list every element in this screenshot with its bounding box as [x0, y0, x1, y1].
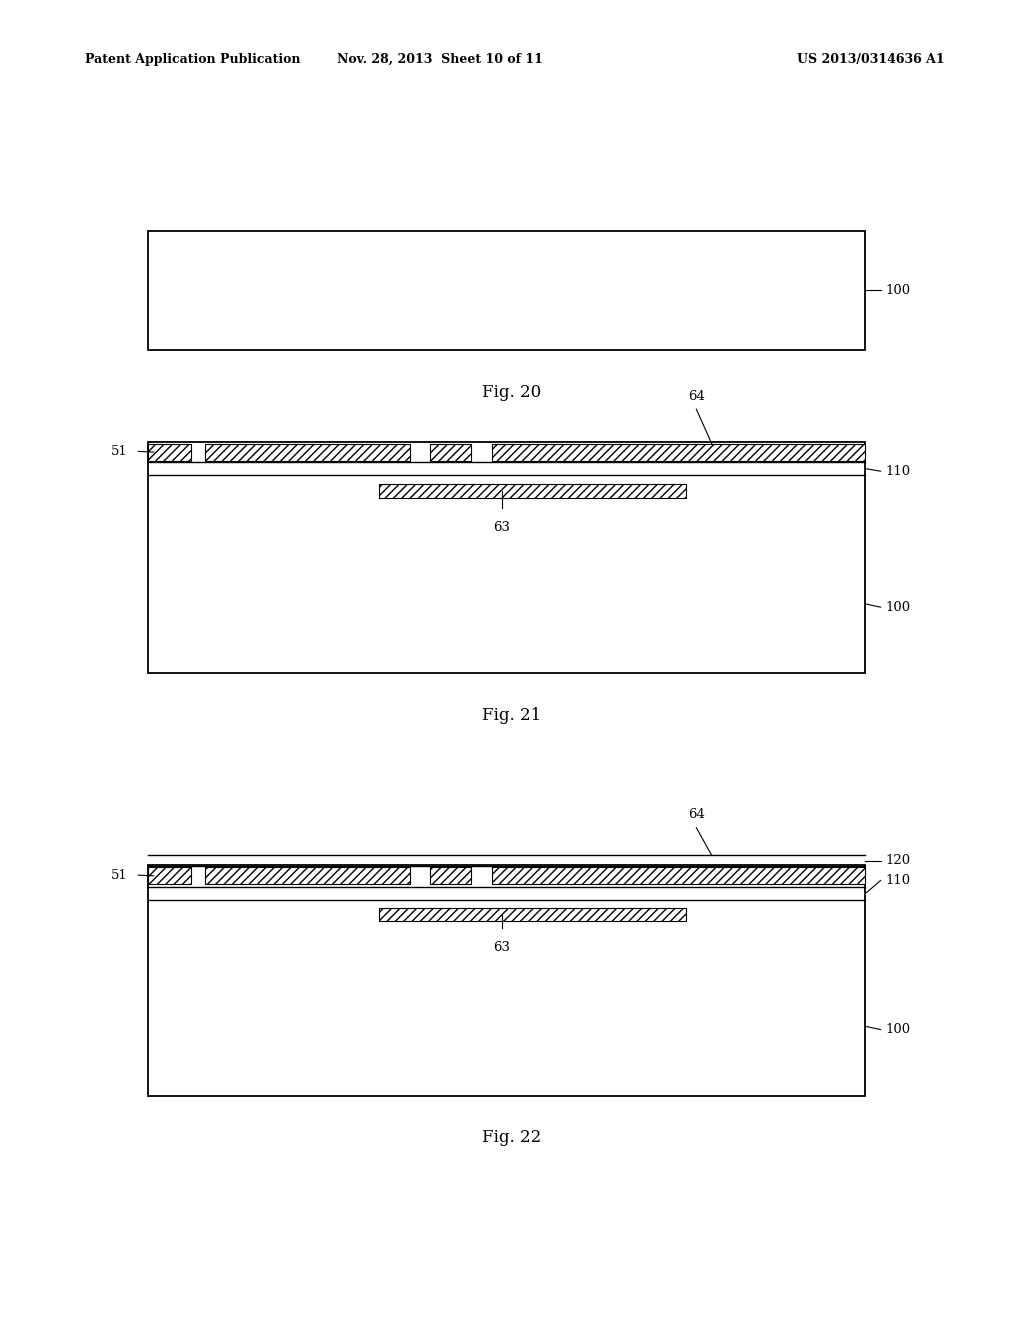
Text: 110: 110 — [886, 465, 911, 478]
Text: 110: 110 — [886, 874, 911, 887]
Bar — [148, 231, 865, 350]
Text: 64: 64 — [688, 389, 705, 403]
Text: 63: 63 — [494, 521, 510, 535]
Bar — [379, 484, 686, 498]
Text: 63: 63 — [494, 941, 510, 954]
Text: Patent Application Publication: Patent Application Publication — [85, 53, 300, 66]
Text: 120: 120 — [886, 854, 911, 867]
Bar — [205, 867, 410, 884]
Bar — [148, 865, 865, 1096]
Text: Nov. 28, 2013  Sheet 10 of 11: Nov. 28, 2013 Sheet 10 of 11 — [337, 53, 544, 66]
Text: 100: 100 — [886, 1023, 911, 1036]
Bar — [430, 444, 471, 461]
Bar — [148, 444, 191, 461]
Text: Fig. 22: Fig. 22 — [482, 1130, 542, 1146]
Bar — [492, 867, 865, 884]
Bar — [430, 867, 471, 884]
Text: 100: 100 — [886, 601, 911, 614]
Text: US 2013/0314636 A1: US 2013/0314636 A1 — [797, 53, 944, 66]
Text: Fig. 20: Fig. 20 — [482, 384, 542, 400]
Bar — [148, 442, 865, 673]
Bar — [205, 444, 410, 461]
Text: 51: 51 — [112, 445, 128, 458]
Text: 64: 64 — [688, 808, 705, 821]
Text: Fig. 21: Fig. 21 — [482, 708, 542, 723]
Text: 100: 100 — [886, 284, 911, 297]
Bar — [379, 908, 686, 921]
Text: 51: 51 — [112, 869, 128, 882]
Bar — [492, 444, 865, 461]
Bar — [148, 867, 191, 884]
